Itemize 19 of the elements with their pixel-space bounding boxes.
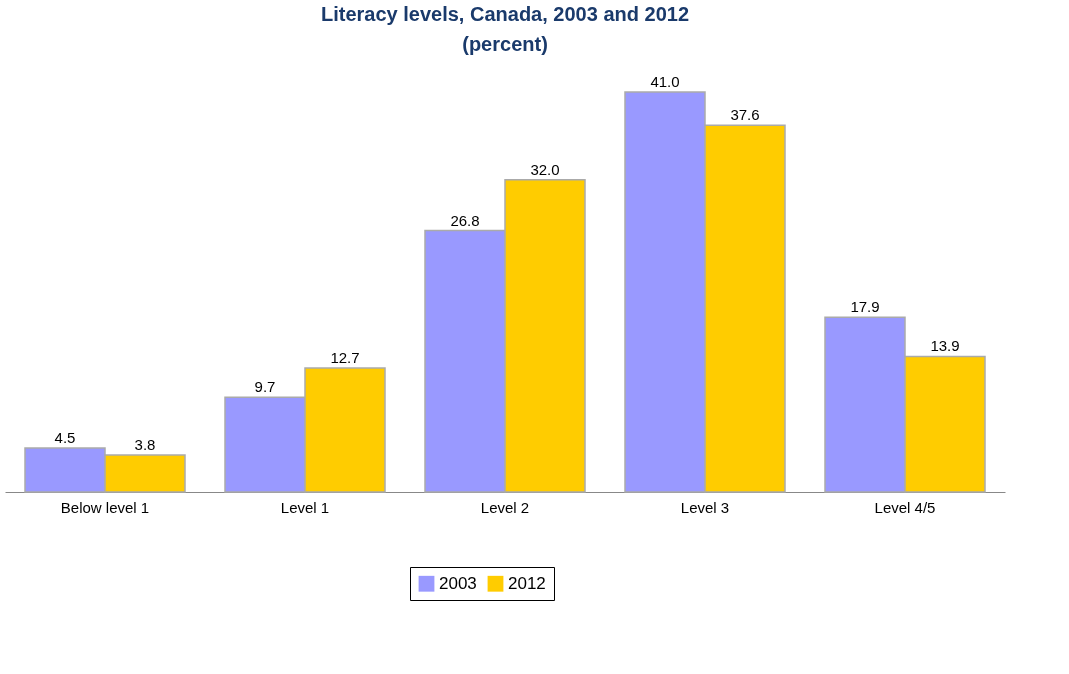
chart-title: Literacy levels, Canada, 2003 and 2012 [321, 3, 689, 25]
data-label: 41.0 [650, 73, 680, 90]
legend-label: 2003 [439, 573, 477, 593]
data-label: 12.7 [330, 349, 360, 367]
data-label: 17.9 [850, 298, 880, 316]
data-label: 37.6 [730, 106, 760, 124]
data-label: 9.7 [254, 378, 276, 396]
data-label: 3.8 [134, 435, 156, 453]
x-tick-label: Below level 1 [60, 498, 150, 516]
data-label: 26.8 [450, 211, 480, 229]
x-tick-label: Level 4/5 [874, 498, 936, 516]
data-label: 4.5 [54, 429, 76, 447]
data-label: 13.9 [930, 337, 960, 355]
x-tick-label: Level 3 [680, 498, 730, 516]
data-label: 32.0 [530, 160, 560, 178]
legend-label: 2012 [508, 573, 546, 593]
x-tick-label: Level 1 [280, 498, 330, 516]
x-tick-label: Level 2 [480, 498, 530, 516]
chart-subtitle: (percent) [462, 33, 548, 55]
